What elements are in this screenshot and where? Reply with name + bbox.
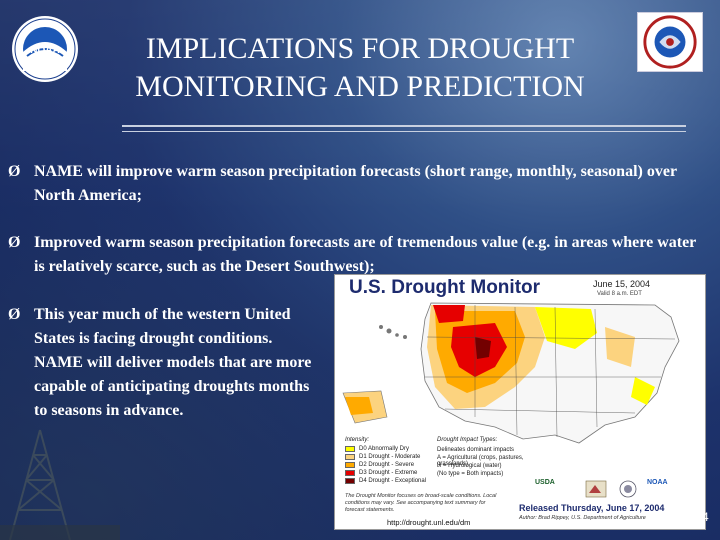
legend-label: D3 Drought - Extreme <box>359 470 418 476</box>
legend-item: D1 Drought - Moderate <box>345 453 505 461</box>
bullet-item-3: Ø This year much of the western United S… <box>8 303 318 423</box>
legend-swatch <box>345 462 355 468</box>
title-divider-thin <box>122 131 686 132</box>
legend-item: D2 Drought - Severe <box>345 461 505 469</box>
map-date: June 15, 2004 <box>593 279 651 289</box>
bullet-text: NAME will improve warm season precipitat… <box>34 163 677 204</box>
impact-item: H = Hydrological (water) <box>437 463 502 469</box>
map-legend: Intensity: D0 Abnormally Dry D1 Drought … <box>345 437 505 485</box>
agency-logos: USDA NOAA <box>535 479 695 501</box>
nebraska-logo-icon <box>585 480 607 498</box>
us-drought-map-image <box>342 302 680 444</box>
impact-heading: Drought Impact Types: <box>437 437 498 443</box>
slide-title: IMPLICATIONS FOR DROUGHT MONITORING AND … <box>90 30 630 106</box>
title-line-1: IMPLICATIONS FOR DROUGHT <box>145 32 575 65</box>
legend-swatch <box>345 446 355 452</box>
bullet-text: Improved warm season precipitation forec… <box>34 234 696 275</box>
impact-legend: Drought Impact Types: Delineates dominan… <box>437 437 547 479</box>
weather-tower-image <box>0 429 120 540</box>
title-line-2: MONITORING AND PREDICTION <box>135 70 585 103</box>
legend-swatch <box>345 454 355 460</box>
bullet-arrow-icon: Ø <box>8 234 21 251</box>
usda-logo: USDA <box>535 479 555 486</box>
noaa-logo-text: NOAA <box>30 45 59 56</box>
noaa-small-logo: NOAA <box>647 479 668 486</box>
page-number: 4 <box>702 510 709 524</box>
bullet-item-2: Ø Improved warm season precipitation for… <box>8 231 708 279</box>
map-author: Author: Brad Rippey, U.S. Department of … <box>519 515 646 521</box>
bullet-arrow-icon: Ø <box>8 306 21 323</box>
legend-swatch <box>345 470 355 476</box>
drought-monitor-map: U.S. Drought Monitor June 15, 2004 Valid… <box>334 274 706 530</box>
map-title: U.S. Drought Monitor <box>349 277 541 298</box>
legend-label: D1 Drought - Moderate <box>359 454 421 460</box>
bullet-item-1: Ø NAME will improve warm season precipit… <box>8 160 698 208</box>
impact-item: (No type = Both impacts) <box>437 471 504 477</box>
legend-item: D3 Drought - Extreme <box>345 469 505 477</box>
impact-item: A = Agricultural (crops, pastures, grass… <box>437 455 524 467</box>
nws-logo <box>637 12 703 72</box>
legend-item: D4 Drought - Exceptional <box>345 477 505 485</box>
noaa-logo: NOAA <box>12 16 78 82</box>
map-url: http://drought.unl.edu/dm <box>387 518 471 527</box>
seal-icon <box>619 480 637 498</box>
map-valid-time: Valid 8 a.m. EDT <box>597 291 642 297</box>
map-note: The Drought Monitor focuses on broad-sca… <box>345 493 497 513</box>
legend-swatch <box>345 478 355 484</box>
legend-label: D0 Abnormally Dry <box>359 446 410 452</box>
legend-heading: Intensity: <box>345 437 370 443</box>
bullet-text: This year much of the western United Sta… <box>34 306 312 419</box>
legend-label: D2 Drought - Severe <box>359 462 415 468</box>
title-divider <box>122 125 686 127</box>
release-date: Released Thursday, June 17, 2004 <box>519 503 665 513</box>
bullet-arrow-icon: Ø <box>8 163 21 180</box>
legend-item: D0 Abnormally Dry <box>345 445 505 453</box>
impact-item: Delineates dominant impacts <box>437 447 515 453</box>
legend-label: D4 Drought - Exceptional <box>359 478 427 484</box>
